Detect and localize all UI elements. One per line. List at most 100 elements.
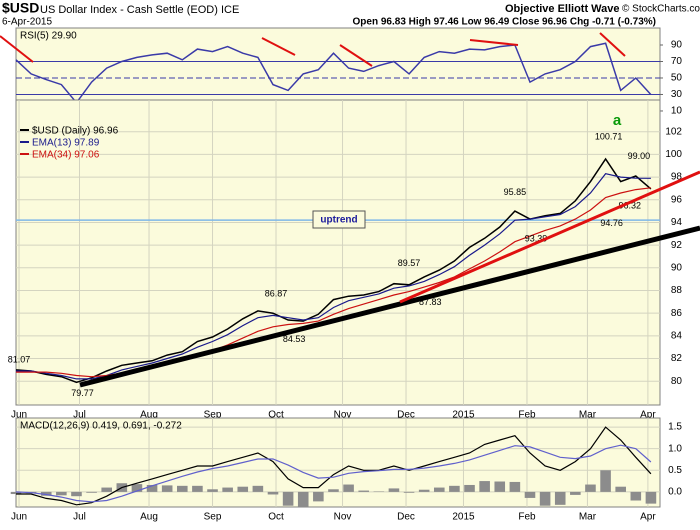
histogram-bar <box>192 485 203 492</box>
x-tick-label: Oct <box>268 410 284 421</box>
trendline <box>79 225 700 388</box>
x-tick-label: Oct <box>268 512 284 523</box>
series-line <box>16 426 652 506</box>
y-tick-label: 84 <box>671 330 683 341</box>
histogram-bar <box>600 470 611 492</box>
legend-entry: EMA(34) 97.06 <box>32 150 100 161</box>
divergence-line <box>261 37 296 56</box>
panel-title: RSI(5) 29.90 <box>20 31 77 42</box>
histogram-bar <box>570 491 581 495</box>
legend-entry: $USD (Daily) 96.96 <box>32 126 119 137</box>
y-tick-label: 96 <box>671 194 683 205</box>
histogram-bar <box>101 487 112 492</box>
divergence-line <box>339 44 373 67</box>
histogram-bar <box>328 489 339 492</box>
divergence-line <box>599 32 626 57</box>
histogram-bar <box>343 484 354 492</box>
histogram-bar <box>388 488 400 492</box>
legend-swatch <box>20 153 29 155</box>
x-tick-label: Feb <box>518 512 536 523</box>
price-annotation: 87.83 <box>419 297 442 307</box>
x-tick-label: Jun <box>11 410 27 421</box>
instrument-name: US Dollar Index - Cash Settle (EOD) ICE <box>40 4 239 16</box>
histogram-bar <box>494 481 506 492</box>
series-line <box>15 42 652 104</box>
x-tick-label: Dec <box>397 512 415 523</box>
price-annotation: 86.87 <box>265 289 288 299</box>
y-tick-label: 1.0 <box>668 443 682 454</box>
y-tick-label: 102 <box>665 126 682 137</box>
price-annotation: 84.53 <box>283 334 306 344</box>
histogram-bar <box>40 491 52 496</box>
histogram-bar <box>479 481 490 492</box>
x-tick-label: Mar <box>579 512 597 523</box>
histogram-bar <box>630 491 642 501</box>
x-tick-label: Aug <box>140 410 158 421</box>
x-tick-label: Jul <box>73 512 86 523</box>
y-tick-label: 0.5 <box>668 465 682 476</box>
trendline <box>399 170 700 304</box>
copyright: © StockCharts.com <box>622 4 700 15</box>
x-tick-label: Jun <box>11 512 27 523</box>
x-tick-label: Feb <box>518 410 536 421</box>
price-annotation: 96.32 <box>618 201 641 211</box>
divergence-line <box>0 35 34 63</box>
source: Objective Elliott Wave <box>505 3 620 15</box>
price-annotation: 89.57 <box>398 258 421 268</box>
y-tick-label: 100 <box>665 149 682 160</box>
y-tick-label: 94 <box>671 217 683 228</box>
price-annotation: 81.07 <box>8 354 31 364</box>
x-tick-label: 2015 <box>452 410 475 421</box>
histogram-bar <box>252 485 264 492</box>
price-annotation: 94.76 <box>600 218 623 228</box>
histogram-bar <box>177 485 188 492</box>
legend-entry: EMA(13) 97.89 <box>32 138 100 149</box>
y-tick-label: 82 <box>671 353 683 364</box>
x-tick-label: Mar <box>579 410 597 421</box>
y-tick-label: 80 <box>671 376 683 387</box>
series-line <box>15 157 652 384</box>
histogram-bar <box>509 481 521 492</box>
x-tick-label: 2015 <box>452 512 475 523</box>
histogram-bar <box>524 491 536 498</box>
histogram-bar <box>615 486 626 492</box>
price-annotation: 99.00 <box>628 151 651 161</box>
y-tick-label: 98 <box>671 172 683 183</box>
price-annotation: 93.39 <box>525 234 548 244</box>
wave-label: a <box>613 112 622 129</box>
price-annotation: 79.77 <box>71 388 94 398</box>
panel-title: MACD(12,26,9) 0.419, 0.691, -0.272 <box>20 421 182 432</box>
histogram-bar <box>449 485 460 492</box>
y-tick-label: 1.5 <box>668 422 682 433</box>
histogram-bar <box>539 491 551 506</box>
price-annotation: 95.85 <box>504 187 527 197</box>
divergence-line <box>469 39 519 46</box>
histogram-bar <box>554 491 566 505</box>
panels: 10 30 50 70 90 RSI(5) 29.90 80 82 84 86 88 90 92 94 96… <box>8 27 683 523</box>
x-tick-label: Apr <box>640 512 656 523</box>
legend-swatch <box>20 129 29 131</box>
histogram-bar <box>433 487 445 492</box>
histogram-bar <box>297 491 309 507</box>
series-line <box>15 444 652 503</box>
label-box <box>312 210 366 229</box>
date: 6-Apr-2015 <box>2 17 52 28</box>
x-tick-label: Aug <box>140 512 158 523</box>
histogram-bar <box>267 491 279 495</box>
y-tick-label: 10 <box>671 106 683 117</box>
histogram-bar <box>403 491 415 493</box>
y-tick-label: 88 <box>671 285 683 296</box>
y-tick-label: 70 <box>671 56 683 67</box>
histogram-bar <box>418 489 430 492</box>
histogram-bar <box>86 491 97 493</box>
x-tick-label: Sep <box>204 410 222 421</box>
y-tick-label: 92 <box>671 240 683 251</box>
y-tick-label: 30 <box>671 89 683 100</box>
price-annotation: 100.71 <box>595 132 623 142</box>
x-tick-label: Sep <box>204 512 222 523</box>
y-tick-label: 86 <box>671 308 683 319</box>
histogram-bar <box>207 489 218 492</box>
histogram-bar <box>313 491 324 502</box>
histogram-bar <box>282 491 294 506</box>
